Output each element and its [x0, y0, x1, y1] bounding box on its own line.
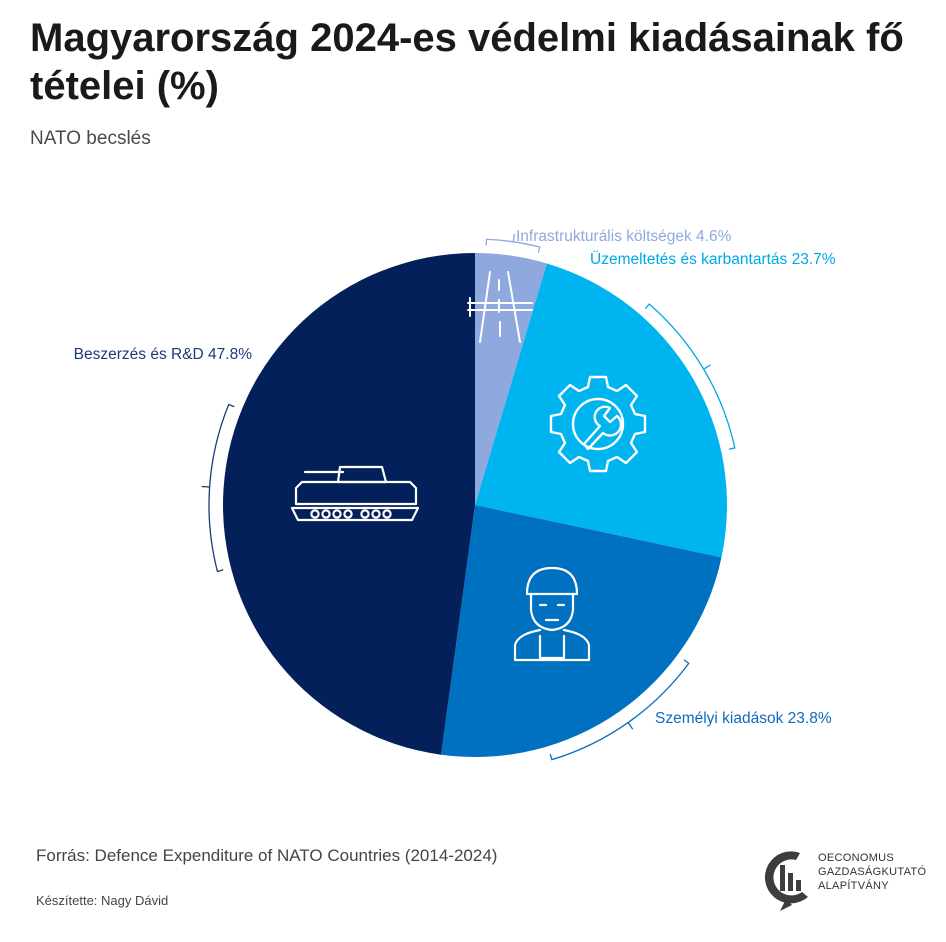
source-note: Forrás: Defence Expenditure of NATO Coun… — [36, 846, 498, 865]
chart-subtitle: NATO becslés — [30, 128, 151, 149]
gear-wrench-icon — [549, 375, 647, 473]
logo-line-3: ALAPÍTVÁNY — [818, 880, 889, 892]
slice-bracket — [485, 233, 541, 253]
pie-chart: Infrastrukturális költségek 4.6% Üzemelte… — [74, 228, 836, 761]
slice-label: Infrastrukturális költségek 4.6% — [516, 228, 732, 245]
oeconomus-logo: OECONOMUS GAZDASÁGKUTATÓ ALAPÍTVÁNY — [762, 845, 932, 915]
pie-slice — [441, 505, 722, 757]
author-note: Készítette: Nagy Dávid — [36, 893, 169, 908]
logo-line-1: OECONOMUS — [818, 852, 895, 864]
slice-label: Beszerzés és R&D 47.8% — [74, 346, 253, 363]
slice-label: Személyi kiadások 23.8% — [655, 710, 832, 727]
soldier-icon — [513, 566, 591, 662]
pie-slice — [475, 263, 727, 558]
pie-slice — [475, 253, 547, 505]
road-icon — [467, 271, 533, 343]
slice-bracket — [644, 303, 736, 450]
slice-bracket — [549, 659, 690, 761]
logo-mark-icon — [764, 851, 808, 911]
tank-icon — [290, 465, 420, 522]
slice-label: Üzemeltetés és karbantartás 23.7% — [590, 250, 836, 268]
slice-bracket — [201, 403, 235, 573]
logo-line-2: GAZDASÁGKUTATÓ — [818, 866, 927, 878]
chart-title: Magyarország 2024-es védelmi kiadásainak… — [30, 16, 904, 108]
